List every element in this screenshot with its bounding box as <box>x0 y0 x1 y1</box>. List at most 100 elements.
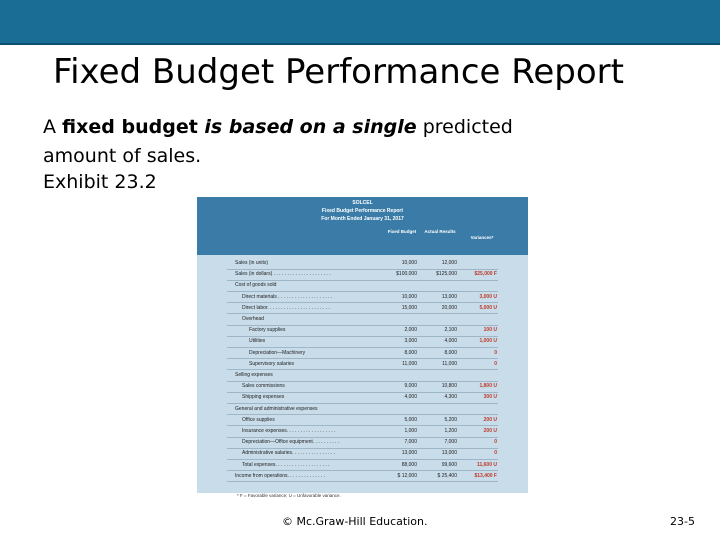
col-header-fixed: Fixed Budget <box>387 229 417 234</box>
row-label: General and administrative expenses <box>235 405 318 412</box>
report-footnote: * F = Favorable variance; U = Unfavorabl… <box>237 493 341 498</box>
row-divider <box>227 458 498 460</box>
table-row: Depreciation—Office equipment. . . . . .… <box>197 437 528 447</box>
actual-value: 13,000 <box>441 450 457 457</box>
fixed-value: 5,000 <box>404 416 417 423</box>
table-row: General and administrative expenses <box>197 404 528 414</box>
fixed-value: 2,000 <box>404 327 417 334</box>
row-label: Insurance expenses. . . . . . . . . . . … <box>242 428 336 434</box>
fixed-value: 15,000 <box>401 304 417 311</box>
row-label: Factory supplies <box>249 327 286 334</box>
variance-value: 0 <box>494 439 497 446</box>
actual-value: 2,100 <box>444 327 457 334</box>
table-row: Utilities 3,000 4,000 1,000 U <box>197 336 528 346</box>
variance-value: 0 <box>494 349 497 356</box>
actual-value: 5,200 <box>444 416 457 423</box>
fixed-value: 11,000 <box>402 360 417 367</box>
actual-value: 11,000 <box>442 360 457 367</box>
row-divider <box>227 290 498 292</box>
report-period: For Month Ended January 31, 2017 <box>321 216 404 222</box>
col-header-actual: Actual Results <box>424 229 456 234</box>
top-banner <box>0 0 720 45</box>
slide-title: Fixed Budget Performance Report <box>53 52 624 92</box>
body-line1-post: predicted <box>416 116 513 138</box>
report-company: SOLCEL <box>352 200 373 206</box>
actual-value: $125,000 <box>436 271 457 278</box>
actual-value: 99,600 <box>441 461 457 468</box>
table-row: Shipping expenses 4,000 4,300 300 U <box>197 392 528 402</box>
variance-value: 200 U <box>483 428 497 434</box>
row-label: Direct materials . . . . . . . . . . . .… <box>242 293 333 300</box>
row-label: Administrative salaries. . . . . . . . .… <box>242 450 336 457</box>
row-divider <box>227 302 498 304</box>
variance-value: 3,000 U <box>479 293 497 300</box>
actual-value: $ 25,400 <box>437 472 457 479</box>
row-divider <box>227 425 498 427</box>
row-label: Supervisory salaries <box>249 360 295 367</box>
actual-value: 4,300 <box>444 394 457 401</box>
row-divider <box>227 447 498 449</box>
report-title: Fixed Budget Performance Report <box>321 208 404 214</box>
row-label: Sales (in dollars) . . . . . . . . . . .… <box>235 271 331 278</box>
exhibit-report: SOLCEL Fixed Budget Performance Report F… <box>197 197 528 498</box>
fixed-value: 13,000 <box>401 450 417 457</box>
table-row: Sales commissions 9,000 10,800 1,800 U <box>197 381 528 391</box>
row-label: Sales commissions <box>242 383 285 390</box>
row-divider <box>227 436 498 438</box>
row-divider <box>227 358 498 360</box>
variance-value: 0 <box>494 450 497 457</box>
report-header: SOLCEL Fixed Budget Performance Report F… <box>197 197 528 255</box>
row-label: Overhead <box>242 316 264 322</box>
fixed-value: $ 12,000 <box>397 472 417 479</box>
table-row: Overhead <box>197 314 528 324</box>
row-label: Cost of goods sold <box>235 282 277 289</box>
variance-value: 1,800 U <box>479 383 497 390</box>
table-row: Selling expenses <box>197 370 528 380</box>
table-row: Sales (in dollars) . . . . . . . . . . .… <box>197 269 528 279</box>
variance-value: 300 U <box>483 394 497 401</box>
row-label: Sales (in units) <box>235 260 269 266</box>
table-row: Supervisory salaries 11,000 11,000 0 <box>197 359 528 369</box>
row-divider <box>227 391 498 393</box>
body-line1-bold: fixed budget <box>62 116 198 138</box>
fixed-value: 8,000 <box>404 349 417 356</box>
copyright: © Mc.Graw-Hill Education. <box>282 515 428 528</box>
table-row: Cost of goods sold <box>197 280 528 290</box>
table-row: Direct labor. . . . . . . . . . . . . . … <box>197 303 528 313</box>
row-divider <box>227 380 498 382</box>
row-label: Shipping expenses <box>242 394 285 401</box>
table-row: Depreciation—Machinery 8,000 8,000 0 <box>197 348 528 358</box>
row-label: Utilities <box>249 338 266 345</box>
slide-body-text: A fixed budget is based on a single pred… <box>43 113 663 171</box>
actual-value: 13,000 <box>441 293 457 300</box>
fixed-value: 7,000 <box>404 439 417 446</box>
actual-value: 10,800 <box>441 383 457 390</box>
row-label: Office supplies <box>242 416 275 423</box>
row-divider <box>227 470 498 472</box>
actual-value: 4,000 <box>444 338 457 345</box>
row-divider <box>227 414 498 416</box>
row-label: Direct labor. . . . . . . . . . . . . . … <box>242 304 330 311</box>
actual-value: 1,200 <box>444 428 457 434</box>
variance-value: 200 U <box>483 416 497 423</box>
row-label: Depreciation—Machinery <box>249 349 306 356</box>
row-label: Total expenses. . . . . . . . . . . . . … <box>242 461 330 468</box>
variance-value: 11,600 U <box>476 461 497 468</box>
row-divider <box>227 346 498 348</box>
row-label: Income from operations. . . . . . . . . … <box>235 472 326 479</box>
fixed-value: 88,000 <box>401 461 417 468</box>
row-divider <box>227 313 498 315</box>
exhibit-label: Exhibit 23.2 <box>43 171 157 193</box>
page-number: 23-5 <box>670 515 695 528</box>
row-divider <box>227 402 498 404</box>
row-divider <box>227 279 498 281</box>
body-line1-italic: is based on a single <box>197 116 417 138</box>
table-row: Sales (in units) 10,000 12,000 <box>197 258 528 268</box>
fixed-value: $100,000 <box>396 271 417 278</box>
row-divider <box>227 335 498 337</box>
variance-value: 0 <box>494 360 497 367</box>
variance-value: $13,400 F <box>474 472 497 479</box>
table-row: Income from operations. . . . . . . . . … <box>197 471 528 481</box>
body-line1-pre: A <box>43 116 63 138</box>
variance-value: 5,000 U <box>479 304 497 311</box>
